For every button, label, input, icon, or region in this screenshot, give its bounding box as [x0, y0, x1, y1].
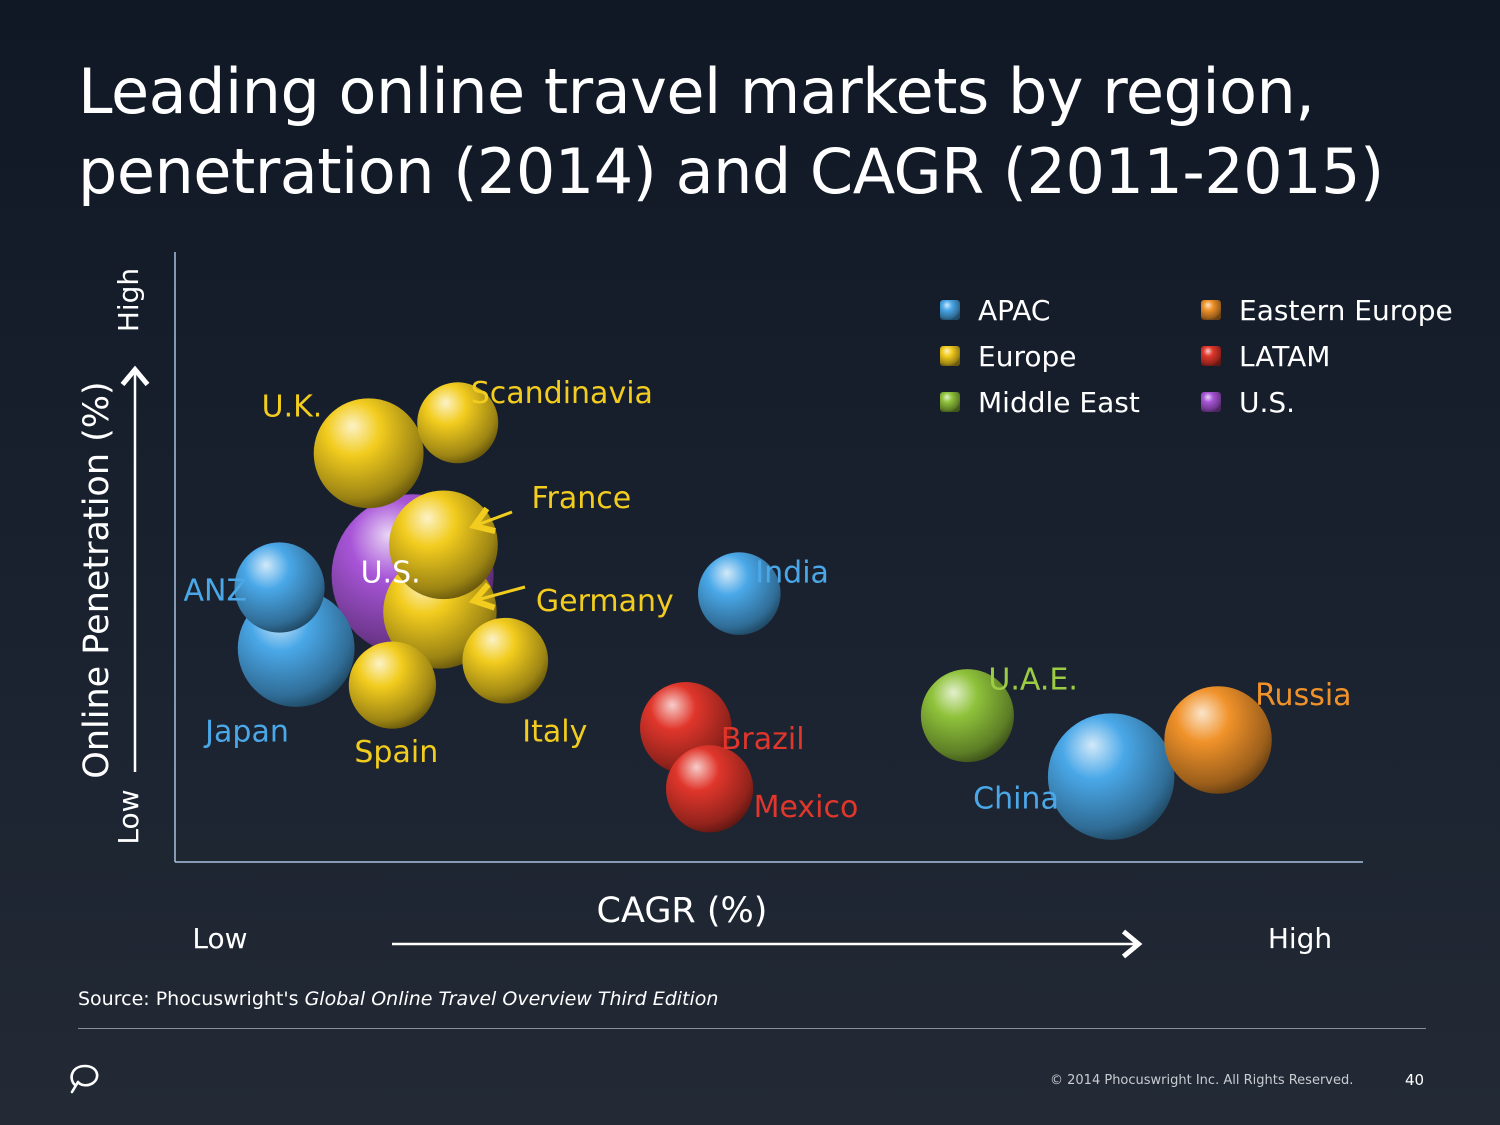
legend-label-apac: APAC [978, 294, 1050, 327]
slide-title: Leading online travel markets by region,… [78, 52, 1458, 212]
legend-label-middle-east: Middle East [978, 386, 1140, 419]
legend-label-latam: LATAM [1239, 340, 1330, 373]
footer-divider [78, 1028, 1426, 1029]
point-label-india: India [755, 556, 829, 591]
x-axis-title: CAGR (%) [597, 891, 768, 931]
source-prefix: Source: Phocuswright's [78, 988, 305, 1010]
legend-label-europe: Europe [978, 340, 1076, 373]
source-title: Global Online Travel Overview Third Edit… [304, 988, 719, 1010]
legend-label-eastern-europe: Eastern Europe [1239, 294, 1453, 327]
germany-pointer-arrow [468, 582, 526, 611]
point-label-china: China [973, 782, 1059, 817]
legend-swatch-apac [940, 300, 960, 320]
bubble-anz [234, 542, 325, 633]
legend-swatch-eastern-europe [1201, 300, 1221, 320]
slide-title-line-2: penetration (2014) and CAGR (2011-2015) [78, 135, 1384, 208]
point-label-mexico: Mexico [754, 790, 859, 825]
point-label-russia: Russia [1255, 678, 1352, 713]
y-axis-low-label: Low [112, 789, 145, 844]
x-axis-high-label: High [1268, 922, 1332, 955]
point-label-japan: Japan [203, 715, 289, 750]
page-number: 40 [1405, 1071, 1425, 1089]
bubble-u-a-e [920, 669, 1014, 763]
legend-label-u-s: U.S. [1239, 386, 1295, 419]
point-labels: U.S. U.K. Scandinavia France Germany ANZ Japan… [184, 376, 1352, 825]
bubble-india [697, 552, 781, 635]
y-axis-title: Online Penetration (%) [77, 381, 117, 778]
point-label-italy: Italy [522, 715, 587, 750]
point-label-scandinavia: Scandinavia [471, 376, 653, 411]
legend-swatch-middle-east [940, 392, 960, 412]
point-label-u-s: U.S. [361, 555, 421, 590]
legend-swatch-europe [940, 346, 960, 366]
bubble-china [1047, 713, 1175, 840]
bubble-mexico [665, 745, 754, 833]
slide-title-line-1: Leading online travel markets by region, [78, 55, 1315, 128]
point-label-u-a-e: U.A.E. [988, 663, 1078, 698]
point-label-spain: Spain [354, 735, 438, 770]
bubbles-layer [234, 382, 1272, 840]
point-label-anz: ANZ [184, 574, 248, 609]
bubble-spain [348, 641, 437, 729]
france-pointer-arrow [469, 506, 513, 534]
point-label-germany: Germany [536, 584, 674, 619]
point-label-france: France [531, 481, 631, 516]
legend: APAC Eastern Europe Europe LATAM Middle East… [940, 294, 1453, 419]
source-note: Source: Phocuswright's Global Online Tra… [78, 988, 718, 1010]
copyright-notice: © 2014 Phocuswright Inc. All Rights Rese… [1050, 1073, 1354, 1088]
bubble-u-k [313, 398, 424, 509]
y-axis-high-label: High [112, 268, 145, 332]
bubble-scandinavia [417, 382, 499, 464]
phocuswright-logo-icon [70, 1064, 99, 1094]
x-axis-low-label: Low [192, 922, 247, 955]
legend-swatch-latam [1201, 346, 1221, 366]
bubble-italy [462, 617, 549, 704]
point-label-brazil: Brazil [721, 722, 805, 757]
point-label-u-k: U.K. [262, 389, 323, 424]
bubble-russia [1164, 686, 1272, 794]
legend-swatch-u-s [1201, 392, 1221, 412]
